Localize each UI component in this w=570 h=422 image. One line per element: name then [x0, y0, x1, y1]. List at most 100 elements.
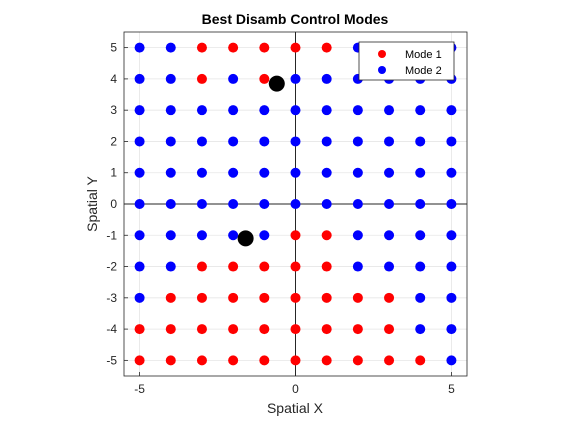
point-mode-2: [196, 199, 207, 209]
point-mode-1: [259, 42, 270, 53]
point-mode-2: [384, 167, 395, 178]
y-tick-label: 1: [110, 166, 117, 180]
point-mode-1: [321, 292, 332, 303]
point-mode-1: [384, 292, 395, 303]
chart-title: Best Disamb Control Modes: [202, 11, 389, 27]
point-mode-2: [259, 136, 270, 147]
point-mode-2: [259, 230, 270, 241]
point-mode-2: [415, 292, 426, 303]
point-mode-1: [352, 292, 363, 303]
legend-label-mode-2: Mode 2: [405, 65, 442, 77]
point-mode-2: [415, 136, 426, 147]
point-mode-2: [134, 261, 145, 272]
point-mode-2: [290, 136, 301, 147]
point-mode-2: [384, 261, 395, 272]
point-mode-2: [352, 230, 363, 241]
point-mode-1: [134, 355, 145, 366]
point-mode-1: [196, 355, 207, 366]
y-tick-label: -2: [106, 260, 117, 274]
point-mode-1: [259, 73, 270, 84]
point-mode-2: [165, 136, 176, 147]
point-mode-1: [228, 42, 239, 53]
point-mode-2: [415, 105, 426, 116]
point-mode-2: [415, 261, 426, 272]
axis-ticks: -5 0 5 -5 -4 -3 -2 -1 0 1 2 3 4 5: [106, 41, 455, 396]
point-mode-2: [352, 199, 363, 209]
scatter-points: [134, 42, 457, 366]
point-mode-1: [321, 42, 332, 53]
x-tick-label: 5: [448, 382, 455, 396]
point-mode-2: [415, 230, 426, 241]
point-mode-2: [228, 230, 239, 241]
point-mode-2: [165, 167, 176, 178]
point-mode-2: [352, 261, 363, 272]
point-mode-2: [446, 292, 457, 303]
point-mode-1: [384, 324, 395, 335]
point-mode-2: [446, 324, 457, 335]
y-tick-label: -1: [106, 228, 117, 242]
point-mode-2: [165, 42, 176, 53]
y-tick-label: 4: [110, 72, 117, 86]
point-mode-2: [165, 105, 176, 116]
point-mode-2: [415, 167, 426, 178]
point-mode-2: [321, 167, 332, 178]
point-mode-1: [290, 324, 301, 335]
point-mode-2: [228, 136, 239, 147]
point-mode-1: [228, 261, 239, 272]
point-mode-2: [415, 199, 426, 209]
point-mode-2: [165, 230, 176, 241]
point-mode-1: [196, 73, 207, 84]
point-mode-2: [415, 324, 426, 335]
point-mode-1: [321, 355, 332, 366]
point-mode-1: [415, 355, 426, 366]
legend: Mode 1 Mode 2: [358, 41, 455, 81]
point-mode-1: [352, 355, 363, 366]
point-mode-1: [165, 324, 176, 335]
y-tick-label: 0: [110, 197, 117, 211]
y-tick-label: 2: [110, 134, 117, 148]
legend-box: [358, 41, 455, 81]
point-mode-1: [228, 292, 239, 303]
point-mode-1: [165, 355, 176, 366]
point-mode-2: [384, 105, 395, 116]
point-mode-1: [384, 355, 395, 366]
point-mode-2: [446, 136, 457, 147]
point-mode-2: [446, 355, 457, 366]
point-mode-1: [290, 292, 301, 303]
point-mode-2: [165, 73, 176, 84]
y-tick-label: -3: [106, 291, 117, 305]
point-mode-2: [321, 136, 332, 147]
point-mode-2: [259, 105, 270, 116]
point-mode-1: [134, 324, 145, 335]
x-tick-label: -5: [134, 382, 145, 396]
point-mode-2: [352, 105, 363, 116]
point-mode-2: [352, 136, 363, 147]
point-mode-2: [196, 136, 207, 147]
point-mode-1: [290, 230, 301, 241]
highlight-marker: [268, 75, 285, 92]
point-mode-2: [321, 73, 332, 84]
y-tick-label: 3: [110, 103, 117, 117]
point-mode-1: [196, 42, 207, 53]
point-mode-2: [290, 167, 301, 178]
point-mode-2: [196, 105, 207, 116]
point-mode-1: [196, 324, 207, 335]
highlight-markers: [237, 75, 285, 247]
point-mode-2: [384, 199, 395, 209]
point-mode-1: [196, 292, 207, 303]
point-mode-1: [290, 355, 301, 366]
point-mode-2: [134, 105, 145, 116]
point-mode-2: [134, 230, 145, 241]
point-mode-2: [384, 230, 395, 241]
point-mode-2: [165, 199, 176, 209]
point-mode-2: [290, 199, 301, 209]
point-mode-1: [228, 355, 239, 366]
point-mode-1: [259, 292, 270, 303]
point-mode-1: [165, 292, 176, 303]
y-tick-label: -4: [106, 322, 117, 336]
point-mode-2: [321, 199, 332, 209]
y-tick-label: -5: [106, 353, 117, 367]
point-mode-1: [321, 324, 332, 335]
point-mode-1: [352, 324, 363, 335]
point-mode-2: [290, 73, 301, 84]
